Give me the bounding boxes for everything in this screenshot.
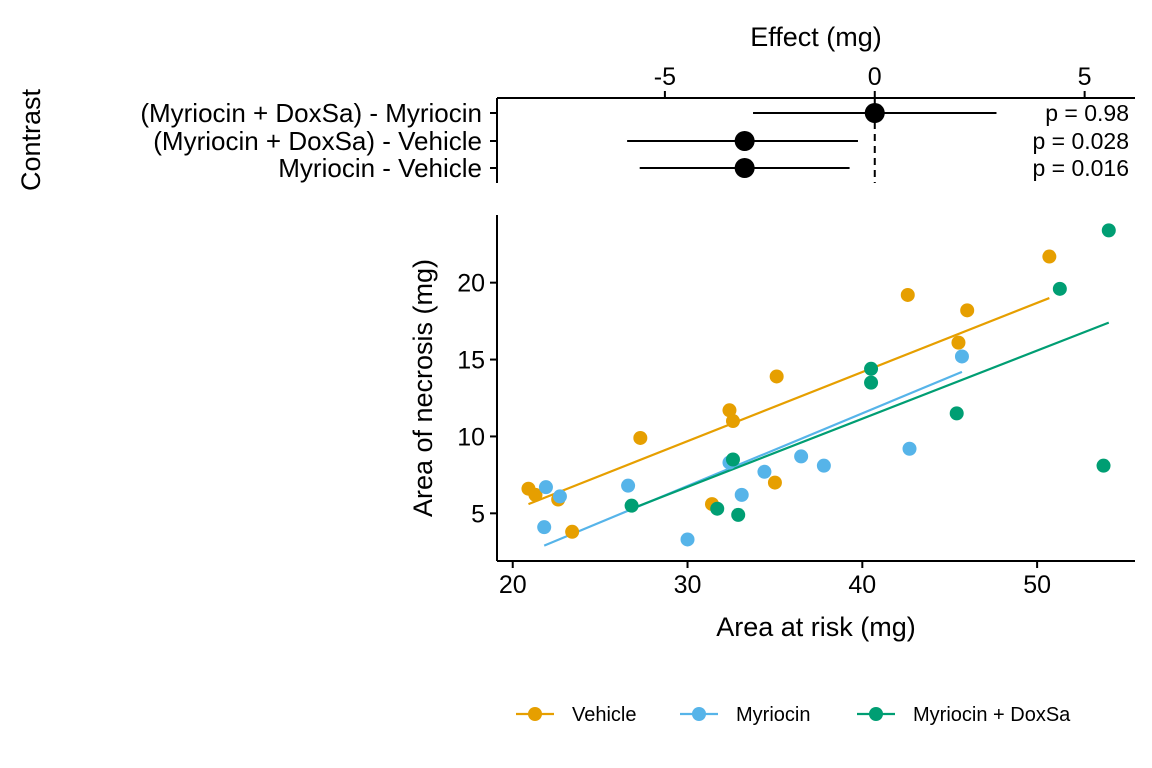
data-point: [864, 375, 879, 390]
data-point: [725, 452, 740, 467]
data-point: [949, 406, 964, 421]
forest-x-tick-label: 5: [1078, 63, 1092, 91]
legend-key-point: [692, 707, 706, 721]
data-point: [734, 487, 749, 502]
forest-row: (Myriocin + DoxSa) - Myriocin p = 0.98: [140, 98, 1129, 128]
data-point: [1042, 249, 1057, 264]
data-point: [624, 498, 639, 513]
fit-line: [528, 297, 1050, 506]
scatter-y-tick-label: 5: [471, 500, 485, 528]
forest-rows: (Myriocin + DoxSa) - Myriocin p = 0.98(My…: [140, 98, 1129, 183]
data-point: [757, 464, 772, 479]
scatter-x-ticks: 20 30 40 50: [499, 561, 1051, 599]
contrast-label: Myriocin - Vehicle: [278, 153, 482, 183]
fit-line: [543, 370, 963, 547]
forest-plot: Effect (mg) Contrast -5 0 5 (Myriocin + Do…: [16, 22, 1135, 191]
data-point: [528, 487, 543, 502]
data-point: [767, 475, 782, 490]
data-point: [633, 430, 648, 445]
legend: Vehicle Myriocin Myriocin + DoxSa: [516, 704, 1071, 726]
scatter-x-tick-label: 30: [674, 571, 702, 599]
legend-label: Myriocin + DoxSa: [913, 704, 1071, 726]
scatter-y-axis-title: Area of necrosis (mg): [408, 259, 438, 517]
scatter-fit-lines: [528, 297, 1110, 547]
forest-x-tick-label: -5: [654, 63, 676, 91]
data-point: [960, 303, 975, 318]
scatter-points: [521, 223, 1116, 547]
legend-item: Vehicle: [516, 704, 637, 726]
scatter-x-tick-label: 40: [848, 571, 876, 599]
data-point: [731, 507, 746, 522]
scatter-y-tick-label: 10: [457, 423, 485, 451]
legend-item: Myriocin: [680, 704, 810, 726]
data-point: [1096, 458, 1111, 473]
contrast-label: (Myriocin + DoxSa) - Vehicle: [153, 126, 482, 156]
data-point: [538, 480, 553, 495]
data-point: [725, 414, 740, 429]
forest-x-ticks: -5 0 5: [654, 63, 1092, 98]
forest-x-axis-title: Effect (mg): [750, 22, 882, 52]
forest-y-axis-title: Contrast: [16, 88, 46, 191]
p-value-label: p = 0.016: [1032, 155, 1129, 181]
forest-row: (Myriocin + DoxSa) - Vehicle p = 0.028: [153, 126, 1129, 156]
data-point: [816, 458, 831, 473]
scatter-y-tick-label: 20: [457, 270, 485, 298]
scatter-x-axis-title: Area at risk (mg): [716, 612, 916, 642]
data-point: [1101, 223, 1116, 238]
legend-label: Myriocin: [736, 704, 810, 726]
fit-line: [631, 321, 1110, 510]
data-point: [900, 287, 915, 302]
forest-x-tick-label: 0: [868, 63, 882, 91]
forest-row: Myriocin - Vehicle p = 0.016: [278, 153, 1129, 183]
legend-key-point: [869, 707, 883, 721]
scatter-y-ticks: 5 10 15 20: [457, 270, 497, 528]
effect-estimate-point: [734, 158, 755, 178]
data-point: [794, 449, 809, 464]
effect-estimate-point: [734, 131, 755, 151]
p-value-label: p = 0.028: [1032, 128, 1129, 154]
data-point: [1052, 281, 1067, 296]
data-point: [710, 501, 725, 516]
scatter-y-tick-label: 15: [457, 347, 485, 375]
legend-item: Myriocin + DoxSa: [857, 704, 1071, 726]
scatter-x-tick-label: 50: [1023, 571, 1051, 599]
data-point: [951, 335, 966, 350]
scatter-plot: 20 30 40 50 5 10 15 20 Area at risk (mg) Area …: [408, 215, 1135, 642]
data-point: [769, 369, 784, 384]
data-point: [954, 349, 969, 364]
legend-key-point: [528, 707, 542, 721]
contrast-label: (Myriocin + DoxSa) - Myriocin: [140, 98, 482, 128]
data-point: [621, 478, 636, 493]
data-point: [722, 403, 737, 418]
data-point: [565, 524, 580, 539]
data-point: [537, 520, 552, 535]
data-point: [902, 441, 917, 456]
scatter-x-tick-label: 20: [499, 571, 527, 599]
effect-estimate-point: [864, 103, 885, 123]
data-point: [552, 489, 567, 504]
legend-label: Vehicle: [572, 704, 637, 726]
p-value-label: p = 0.98: [1045, 100, 1129, 126]
data-point: [864, 361, 879, 376]
data-point: [680, 532, 695, 547]
